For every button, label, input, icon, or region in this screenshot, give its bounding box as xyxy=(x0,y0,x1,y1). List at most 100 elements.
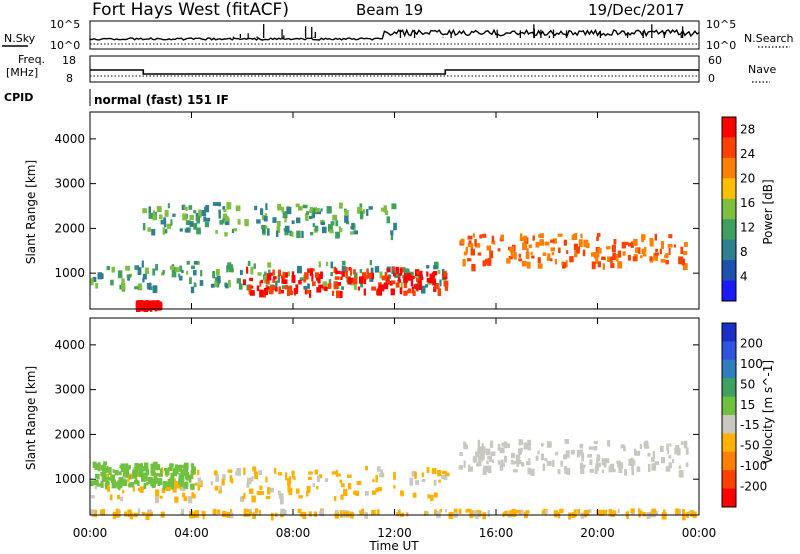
heatmap-cell xyxy=(175,481,181,489)
heatmap-cell xyxy=(107,481,110,486)
heatmap-cell xyxy=(304,289,307,295)
heatmap-cell xyxy=(557,233,563,237)
heatmap-cell xyxy=(369,260,372,266)
heatmap-cell xyxy=(343,511,348,516)
heatmap-cell xyxy=(95,473,99,478)
heatmap-cell xyxy=(466,258,472,262)
heatmap-cell xyxy=(489,440,494,448)
heatmap-cell xyxy=(251,476,254,482)
heatmap-cell xyxy=(547,253,551,259)
heatmap-cell xyxy=(204,222,210,228)
heatmap-cell xyxy=(647,452,651,457)
heatmap-cell xyxy=(631,468,635,476)
heatmap-cell xyxy=(352,277,358,285)
heatmap-cell xyxy=(600,509,606,516)
heatmap-cell xyxy=(145,301,148,310)
heatmap-cell xyxy=(588,446,594,450)
heatmap-cell xyxy=(307,268,310,273)
heatmap-cell xyxy=(406,272,412,281)
heatmap-cell xyxy=(193,222,198,230)
heatmap-cell xyxy=(471,263,476,272)
heatmap-cell xyxy=(627,255,631,261)
heatmap-cell xyxy=(297,265,302,274)
heatmap-cell xyxy=(621,241,626,249)
heatmap-cell xyxy=(246,509,250,513)
heatmap-cell xyxy=(341,271,345,277)
heatmap-cell xyxy=(481,456,484,462)
x-tick-label: 00:00 xyxy=(73,526,108,540)
heatmap-cell xyxy=(118,477,124,483)
heatmap-cell xyxy=(97,272,102,280)
heatmap-cell xyxy=(563,262,567,268)
heatmap-cell xyxy=(632,256,637,262)
heatmap-cell xyxy=(132,471,136,479)
heatmap-cell xyxy=(350,511,353,516)
heatmap-cell xyxy=(610,263,615,269)
colorbar-tick-label: 200 xyxy=(740,336,763,350)
heatmap-cell xyxy=(218,210,221,219)
heatmap-cell xyxy=(191,265,195,269)
heatmap-cell xyxy=(375,487,379,493)
heatmap-cell xyxy=(148,511,153,517)
heatmap-cell xyxy=(324,478,329,482)
heatmap-cell xyxy=(282,271,286,280)
heatmap-cell xyxy=(274,467,277,474)
heatmap-cell xyxy=(316,486,319,490)
heatmap-cell xyxy=(520,447,523,452)
heatmap-cell xyxy=(535,455,539,461)
heatmap-cell xyxy=(374,266,380,273)
heatmap-cell xyxy=(491,235,495,243)
heatmap-cell xyxy=(651,508,657,514)
x-tick-label: 04:00 xyxy=(174,526,209,540)
heatmap-cell xyxy=(218,202,221,206)
heatmap-cell xyxy=(501,442,506,447)
heatmap-cell xyxy=(225,215,229,222)
heatmap-cell xyxy=(260,208,264,215)
heatmap-cell xyxy=(362,209,366,214)
heatmap-cell xyxy=(119,465,123,469)
time-x-axis: 00:00 04:00 08:00 12:00 16:00 20:00 00:00 xyxy=(73,526,717,540)
heatmap-cell xyxy=(277,269,281,276)
heatmap-cell xyxy=(477,461,482,467)
heatmap-cell xyxy=(442,470,447,475)
heatmap-cell xyxy=(576,449,581,458)
heatmap-cell xyxy=(153,475,157,480)
heatmap-cell xyxy=(574,251,578,258)
heatmap-cell xyxy=(196,227,201,235)
heatmap-cell xyxy=(104,483,107,490)
heatmap-cell xyxy=(108,467,112,475)
heatmap-cell xyxy=(226,265,229,273)
heatmap-cell xyxy=(121,476,127,482)
heatmap-cell xyxy=(171,472,175,478)
heatmap-cell xyxy=(683,242,688,247)
heatmap-cell xyxy=(179,228,183,232)
heatmap-cell xyxy=(359,269,362,274)
heatmap-cell xyxy=(331,471,337,475)
heatmap-cell xyxy=(393,471,396,480)
heatmap-cell xyxy=(303,279,307,283)
heatmap-cell xyxy=(668,248,671,255)
nave-tick-top: 60 xyxy=(708,54,722,67)
heatmap-cell xyxy=(174,466,179,475)
heatmap-cell xyxy=(296,217,301,224)
heatmap-cell xyxy=(526,248,529,256)
heatmap-cell xyxy=(305,213,308,220)
heatmap-cell xyxy=(277,203,282,211)
heatmap-cell xyxy=(270,512,274,521)
heatmap-cell xyxy=(347,483,352,490)
heatmap-cell xyxy=(184,228,190,233)
heatmap-cell xyxy=(682,263,688,271)
heatmap-cell xyxy=(596,509,602,515)
heatmap-cell xyxy=(601,469,604,474)
heatmap-cell xyxy=(565,450,570,458)
cpid-value: normal (fast) 151 IF xyxy=(94,93,229,107)
heatmap-cell xyxy=(554,259,557,265)
heatmap-cell xyxy=(492,240,496,245)
heatmap-cell xyxy=(193,210,197,214)
heatmap-cell xyxy=(363,278,367,285)
heatmap-cell xyxy=(274,287,278,292)
heatmap-cell xyxy=(574,233,578,240)
heatmap-cell xyxy=(443,280,449,287)
heatmap-cell xyxy=(391,267,395,271)
heatmap-cell xyxy=(509,510,512,517)
